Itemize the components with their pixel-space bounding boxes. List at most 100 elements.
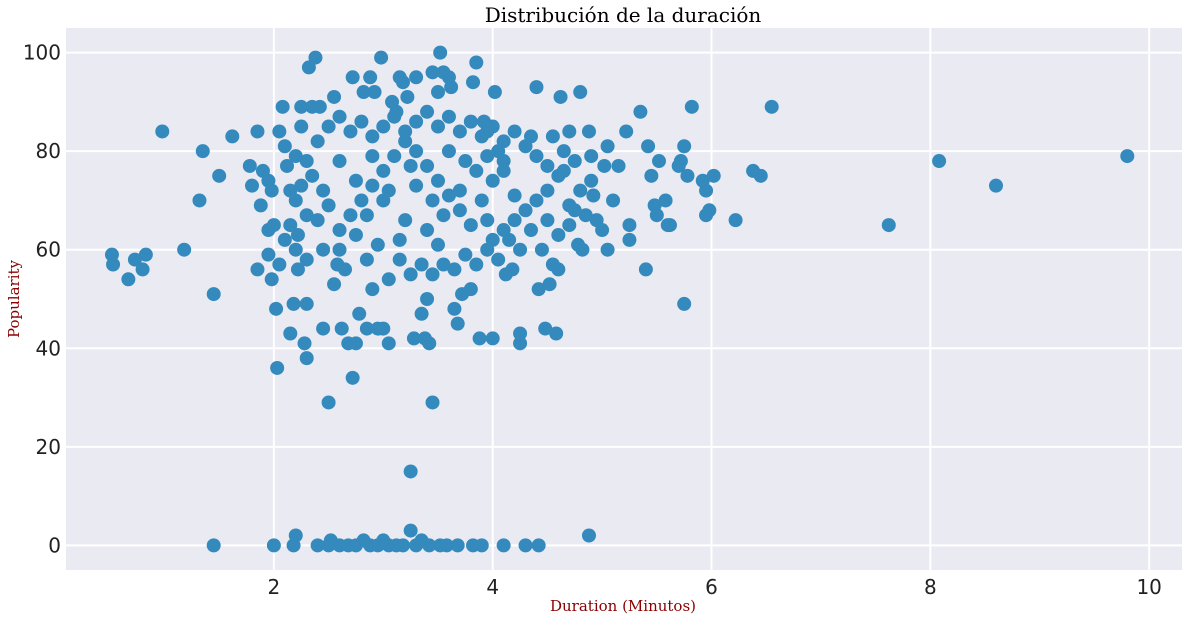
scatter-point (606, 193, 621, 208)
scatter-point (425, 193, 440, 208)
scatter-point (381, 183, 396, 198)
chart-title: Distribución de la duración (485, 3, 762, 27)
y-tick-label: 60 (36, 238, 61, 262)
scatter-point (469, 55, 484, 70)
scatter-point (409, 144, 424, 159)
scatter-point (677, 296, 692, 311)
scatter-point (441, 188, 456, 203)
scatter-point (652, 154, 667, 169)
scatter-point (529, 193, 544, 208)
scatter-point (195, 144, 210, 159)
scatter-point (365, 178, 380, 193)
scatter-point (496, 163, 511, 178)
scatter-point (600, 242, 615, 257)
scatter-point (316, 242, 331, 257)
scatter-point (436, 257, 451, 272)
scatter-point (431, 119, 445, 134)
scatter-point (549, 326, 564, 341)
scatter-point (365, 129, 380, 144)
scatter-point (932, 154, 947, 169)
scatter-point (177, 242, 192, 257)
scatter-point (308, 50, 323, 65)
scatter-point (261, 247, 276, 262)
scatter-point (316, 183, 331, 198)
grid-lines (66, 28, 1182, 570)
y-tick-label: 80 (36, 139, 61, 163)
scatter-point (431, 85, 445, 100)
scatter-point (387, 149, 402, 164)
scatter-point (321, 119, 336, 134)
scatter-point (420, 292, 435, 306)
scatter-point (310, 538, 325, 553)
scatter-point (299, 252, 314, 267)
scatter-point (496, 154, 511, 169)
scatter-point (474, 129, 489, 144)
scatter-point (728, 213, 743, 228)
scatter-point (881, 218, 896, 233)
scatter-point (531, 538, 546, 553)
scatter-point (638, 262, 653, 277)
scatter-point (250, 124, 265, 139)
scatter-point (376, 163, 391, 178)
scatter-point (348, 173, 363, 188)
scatter-point (403, 267, 418, 282)
scatter-point (567, 154, 582, 169)
scatter-point (622, 218, 637, 233)
scatter-point (206, 287, 221, 302)
scatter-point (288, 149, 303, 164)
scatter-point (444, 80, 459, 95)
scatter-point (288, 528, 303, 543)
scatter-point (343, 124, 358, 139)
scatter-point (469, 163, 484, 178)
scatter-point (496, 134, 511, 149)
scatter-point (312, 99, 327, 114)
scatter-point (578, 208, 593, 223)
scatter-point (272, 257, 287, 272)
scatter-point (127, 252, 142, 267)
scatter-point (513, 242, 528, 257)
scatter-point (321, 198, 336, 213)
scatter-point (764, 99, 779, 114)
scatter-point (381, 272, 396, 287)
scatter-point (474, 193, 489, 208)
scatter-point (534, 242, 549, 257)
scatter-point (321, 395, 336, 410)
scatter-point (212, 168, 227, 183)
scatter-point (297, 336, 312, 351)
scatter-point (431, 237, 445, 252)
scatter-point (677, 139, 692, 154)
scatter-point (463, 114, 478, 129)
scatter-point (395, 538, 410, 553)
scatter-point (290, 227, 305, 242)
scatter-point (662, 218, 677, 233)
scatter-point (551, 262, 566, 277)
scatter-point (406, 331, 421, 346)
scatter-point (485, 331, 500, 346)
scatter-point (573, 183, 588, 198)
scatter-point (567, 203, 582, 218)
scatter-point (301, 60, 316, 75)
scatter-point (414, 306, 429, 321)
scatter-point (327, 89, 342, 104)
scatter-point (343, 208, 358, 223)
scatter-point (472, 331, 487, 346)
scatter-point (206, 538, 221, 553)
scatter-point (496, 538, 511, 553)
scatter-point (277, 139, 292, 154)
x-axis-ticks: 2 4 6 8 10 (268, 575, 1162, 599)
scatter-point (463, 282, 478, 297)
scatter-point (420, 223, 435, 238)
scatter-point (1120, 149, 1135, 164)
scatter-point (138, 247, 153, 262)
scatter-point (581, 124, 596, 139)
scatter-point (518, 139, 533, 154)
scatter-point (332, 223, 347, 238)
scatter-point (622, 232, 637, 247)
scatter-point (290, 262, 305, 277)
x-tick-label: 2 (268, 575, 281, 599)
scatter-point (225, 129, 240, 144)
scatter-point (420, 158, 435, 173)
scatter-point (409, 70, 424, 85)
scatter-point (553, 89, 568, 104)
scatter-point (529, 149, 544, 164)
